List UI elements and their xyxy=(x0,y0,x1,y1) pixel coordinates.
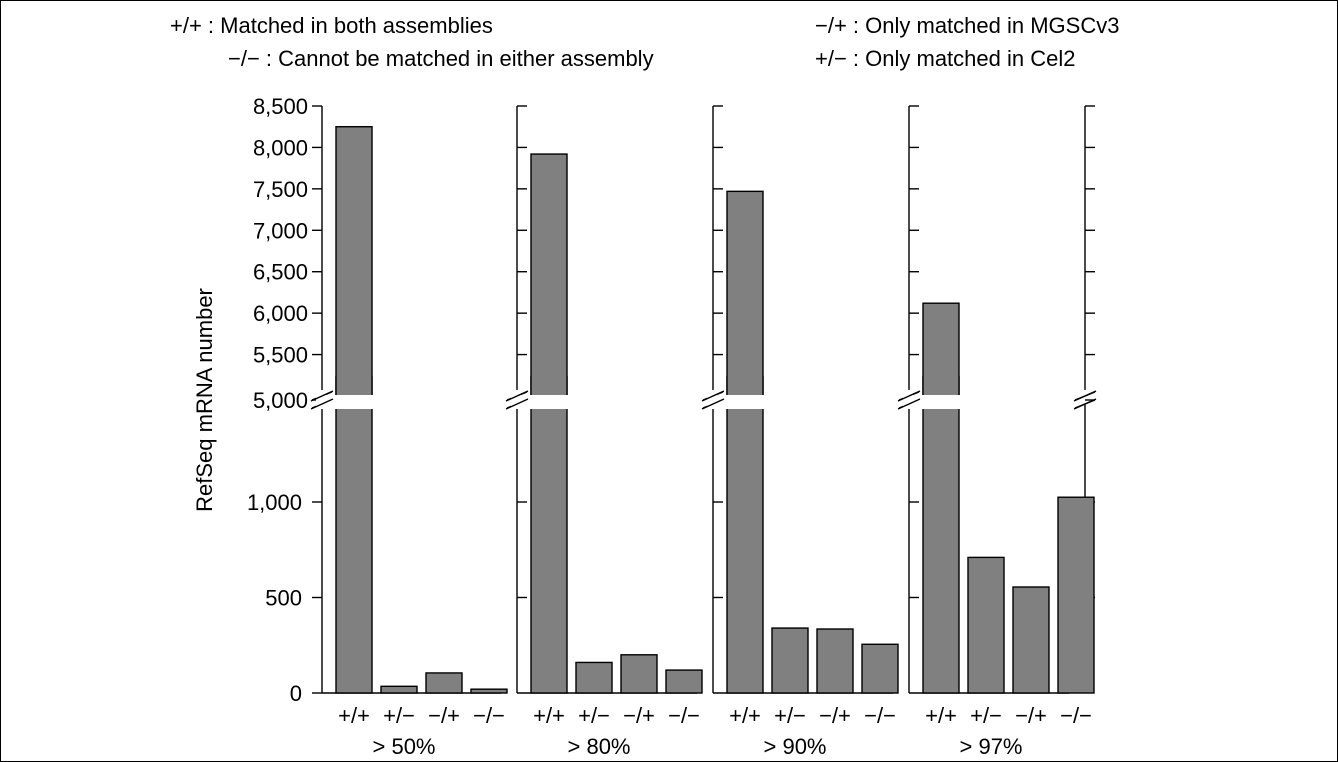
y-tick-label: 6,000 xyxy=(253,301,308,326)
x-category-label: +/+ xyxy=(533,703,565,728)
bar-break-gap xyxy=(707,395,783,409)
x-category-label: +/− xyxy=(383,703,415,728)
bar-break-gap xyxy=(511,395,587,409)
x-category-label: −/+ xyxy=(428,703,460,728)
x-category-label: −/− xyxy=(668,703,700,728)
bar-−/− xyxy=(470,688,508,694)
x-category-label: +/+ xyxy=(729,703,761,728)
axis-break-mark xyxy=(1073,390,1097,402)
bar-−/− xyxy=(1057,496,1095,694)
y-tick-label: 5,000 xyxy=(253,388,308,413)
bar-lower-+/+ xyxy=(726,375,764,694)
x-category-label: −/− xyxy=(1060,703,1092,728)
legend-entry-minus-minus: −/− : Cannot be matched in either assemb… xyxy=(228,46,654,71)
y-tick-label: 1,000 xyxy=(247,490,302,515)
bar-lower-+/+ xyxy=(335,375,373,694)
bar-+/− xyxy=(575,661,613,694)
bar-−/+ xyxy=(816,628,854,694)
legend-entry-plus-plus: +/+ : Matched in both assemblies xyxy=(170,13,493,38)
bar-upper-+/+ xyxy=(726,190,764,397)
bar-−/− xyxy=(665,669,703,694)
legend-entry-plus-minus: +/− : Only matched in Cel2 xyxy=(815,46,1076,71)
axis-break-mark xyxy=(701,390,725,402)
x-category-label: −/+ xyxy=(819,703,851,728)
x-category-label: +/− xyxy=(970,703,1002,728)
panel-label: > 50% xyxy=(373,734,436,759)
bar-+/− xyxy=(380,685,418,694)
bar-lower-+/+ xyxy=(922,375,960,694)
panel-label: > 90% xyxy=(764,734,827,759)
panel-label: > 97% xyxy=(960,734,1023,759)
bar-−/+ xyxy=(620,654,658,694)
x-category-label: −/+ xyxy=(1015,703,1047,728)
bar-upper-+/+ xyxy=(922,302,960,397)
y-tick-label: 7,000 xyxy=(253,218,308,243)
bar-−/+ xyxy=(1012,586,1050,694)
axis-break-mark xyxy=(310,398,334,410)
x-category-label: +/− xyxy=(578,703,610,728)
x-category-label: −/− xyxy=(864,703,896,728)
bar-upper-+/+ xyxy=(335,126,373,397)
bar-upper-+/+ xyxy=(530,153,568,397)
axis-break-mark xyxy=(701,398,725,410)
x-category-label: +/+ xyxy=(925,703,957,728)
bar-+/− xyxy=(771,627,809,694)
axis-break-mark xyxy=(897,398,921,410)
bar-+/− xyxy=(967,556,1005,694)
legend-entry-minus-plus: −/+ : Only matched in MGSCv3 xyxy=(815,13,1120,38)
bar-lower-+/+ xyxy=(530,375,568,694)
x-category-label: −/− xyxy=(473,703,505,728)
y-tick-label: 5,500 xyxy=(253,343,308,368)
axis-break-mark xyxy=(505,390,529,402)
y-tick-label: 6,500 xyxy=(253,260,308,285)
panel-label: > 80% xyxy=(568,734,631,759)
bar-break-gap xyxy=(316,395,392,409)
axis-break-mark xyxy=(505,398,529,410)
axis-break-mark xyxy=(1073,398,1097,410)
y-tick-label: 500 xyxy=(265,586,302,611)
x-category-label: +/+ xyxy=(338,703,370,728)
y-tick-label: 8,500 xyxy=(253,94,308,119)
y-tick-label: 8,000 xyxy=(253,135,308,160)
y-axis-label: RefSeq mRNA number xyxy=(192,288,217,512)
x-category-label: −/+ xyxy=(623,703,655,728)
y-tick-label: 0 xyxy=(290,681,302,706)
axis-break-mark xyxy=(310,390,334,402)
bar-−/− xyxy=(861,643,899,694)
x-category-label: +/− xyxy=(774,703,806,728)
bar-−/+ xyxy=(425,672,463,694)
axis-break-mark xyxy=(897,390,921,402)
bar-break-gap xyxy=(903,395,979,409)
y-tick-label: 7,500 xyxy=(253,177,308,202)
